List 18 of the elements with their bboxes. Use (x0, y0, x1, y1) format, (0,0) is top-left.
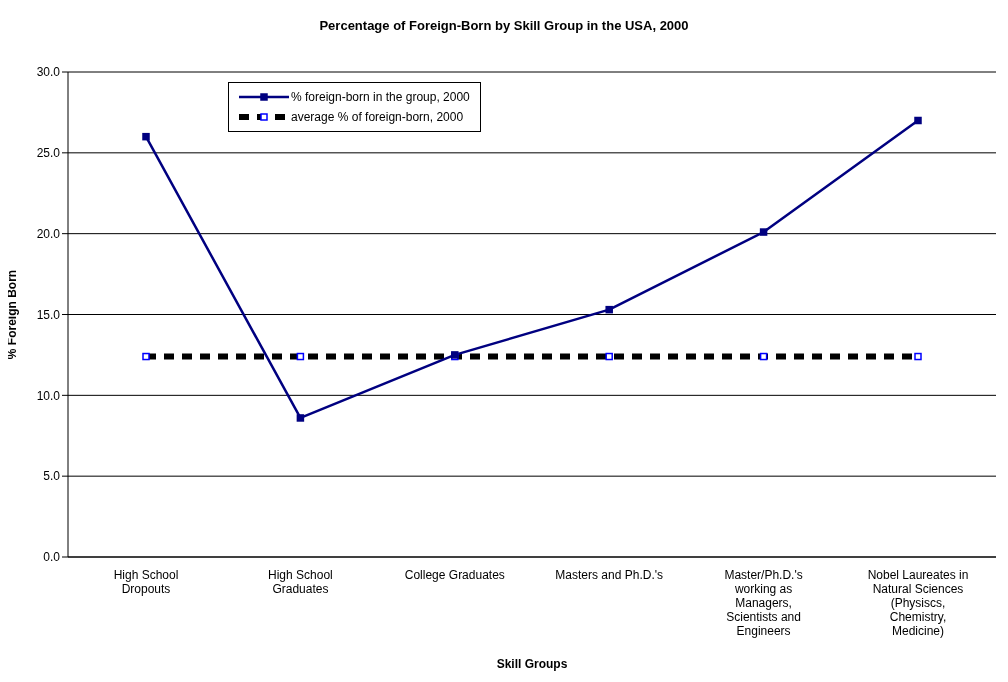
y-tick-label: 5.0 (43, 469, 61, 484)
y-tick-label: 30.0 (36, 65, 61, 80)
x-tick-label: High School Dropouts (113, 568, 179, 596)
x-tick-label: High School Graduates (268, 568, 333, 596)
y-tick-label: 25.0 (36, 146, 61, 161)
y-tick-label: 15.0 (36, 307, 61, 322)
y-axis-title: % Foreign Born (5, 269, 20, 360)
y-tick-label: 20.0 (36, 226, 61, 241)
x-tick-label: College Graduates (404, 568, 505, 582)
x-tick-label: Master/Ph.D.'s working as Managers, Scientists and Engineers (724, 568, 803, 638)
x-tick-label: Masters and Ph.D.'s (555, 568, 664, 582)
chart-title: Percentage of Foreign-Born by Skill Group in the USA, 2000 (318, 18, 690, 33)
y-tick-label: 0.0 (43, 550, 61, 565)
x-tick-label: Nobel Laureates in Natural Sciences (Physiscs, Chemistry, Medicine) (867, 568, 969, 638)
x-axis-title: Skill Groups (496, 657, 568, 671)
legend-label: average % of foreign-born, 2000 (291, 110, 464, 124)
legend-label: % foreign-born in the group, 2000 (291, 90, 470, 104)
y-tick-label: 10.0 (36, 388, 61, 403)
